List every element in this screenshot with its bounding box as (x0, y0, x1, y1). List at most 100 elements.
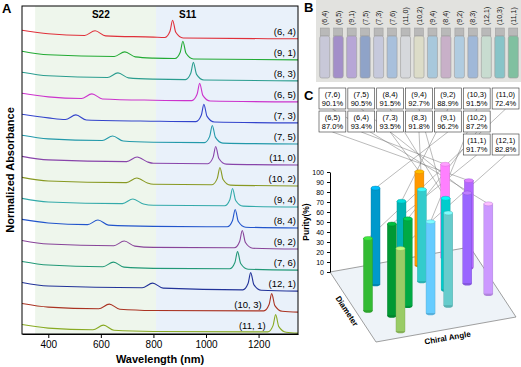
tick-mark (259, 334, 260, 338)
label-box (406, 111, 433, 132)
series-label: (9, 1) (274, 47, 296, 58)
x-axis-title: Wavelength (nm) (116, 353, 205, 365)
category-label: (10,2) (467, 113, 487, 122)
label-box (492, 88, 519, 109)
background (0, 0, 521, 367)
leader-line (361, 109, 467, 193)
bars (364, 162, 493, 333)
spectrum (22, 20, 298, 39)
series-label: (7, 3) (274, 110, 296, 121)
vial (347, 36, 357, 78)
photo-background (316, 0, 521, 82)
tick: 80 (316, 189, 330, 196)
tick-label: 800 (146, 339, 163, 350)
label-box (348, 88, 375, 109)
label-box (492, 134, 519, 155)
tick-mark (327, 192, 330, 193)
vial (374, 36, 384, 78)
tick: 20 (316, 249, 330, 256)
bar (396, 249, 405, 332)
series-label: (10, 2) (269, 173, 296, 184)
label-box (463, 134, 490, 155)
vial (333, 36, 343, 78)
vial-cap (482, 28, 491, 36)
tick-label: 600 (93, 339, 110, 350)
tick-label: 20 (316, 249, 324, 256)
series-label: (7, 6) (274, 257, 296, 268)
vial (414, 36, 424, 78)
bar-top (444, 211, 453, 215)
tick: 800 (146, 334, 163, 350)
tick: 40 (316, 229, 330, 236)
category-label: (8,4) (382, 90, 398, 99)
vial-cap (361, 28, 370, 36)
annotation: S22 (92, 9, 110, 20)
tick-mark (327, 202, 330, 203)
series-label: (11, 0) (269, 152, 296, 163)
bar-top (463, 191, 472, 195)
panel-c: (7,6)90.1%(7,5)90.5%(8,4)91.5%(9,4)92.7%… (301, 88, 519, 347)
data-label: 93.4% (351, 122, 373, 131)
spectrum (22, 315, 298, 334)
data-label: 92.7% (408, 99, 430, 108)
tick-mark (327, 232, 330, 233)
band (156, 6, 298, 334)
vial (427, 36, 437, 78)
vial-cap (334, 28, 343, 36)
label-box (434, 88, 461, 109)
bar-top (484, 202, 493, 206)
leader-line (390, 132, 419, 172)
y-axis-title: Normalized Absorbance (4, 107, 16, 233)
tick-mark (327, 182, 330, 183)
panel-a: 40060080010001200(6, 4)(9, 1)(8, 3)(6, 5… (2, 1, 299, 365)
vial-cap (401, 28, 410, 36)
tick: 1000 (195, 334, 218, 350)
data-label: 93.5% (380, 122, 402, 131)
vial (454, 36, 464, 78)
category-label: (6,4) (354, 113, 370, 122)
tick: 50 (316, 219, 330, 226)
spectrum (22, 294, 298, 313)
tick: 400 (40, 334, 57, 350)
y-axis-title: Purity(%) (301, 203, 311, 240)
series-label: (8, 3) (274, 68, 296, 79)
data-label: 82.8% (495, 145, 517, 154)
tick-label: 30 (316, 239, 324, 246)
vial-label: (10,2) (416, 7, 424, 25)
bar-top (397, 199, 406, 203)
vial (508, 36, 518, 78)
vial-label: (8,3) (469, 11, 477, 25)
tick: 70 (316, 199, 330, 206)
tick-label: 0 (320, 269, 324, 276)
category-label: (10,3) (467, 90, 487, 99)
bar-top (403, 217, 412, 221)
spectrum (22, 62, 298, 81)
tick-mark (101, 334, 102, 338)
vial (441, 36, 451, 78)
bar (364, 238, 373, 310)
bar (387, 224, 396, 316)
vial-cap (374, 28, 383, 36)
data-label: 90.5% (351, 99, 373, 108)
bar-top (441, 196, 450, 200)
figure-svg: 40060080010001200(6, 4)(9, 1)(8, 3)(6, 5… (0, 0, 521, 367)
bar (426, 222, 435, 314)
z-axis-title: Diameter (334, 294, 360, 328)
vial-label: (8,4) (442, 11, 450, 25)
bar-top (396, 247, 405, 251)
panel-label: B (304, 0, 313, 15)
vial (468, 36, 478, 78)
tick-mark (327, 242, 330, 243)
bar-top (415, 170, 424, 174)
spectrum (22, 273, 298, 292)
label-box (377, 111, 404, 132)
vial-label: (9,1) (348, 11, 356, 25)
tick-mark (327, 222, 330, 223)
vial-label: (10,3) (496, 7, 504, 25)
tick: 1200 (248, 334, 271, 350)
figure: 40060080010001200(6, 4)(9, 1)(8, 3)(6, 5… (0, 0, 521, 367)
tick-mark (327, 262, 330, 263)
spectrum (22, 210, 298, 229)
label-box (377, 88, 404, 109)
label-box (406, 88, 433, 109)
